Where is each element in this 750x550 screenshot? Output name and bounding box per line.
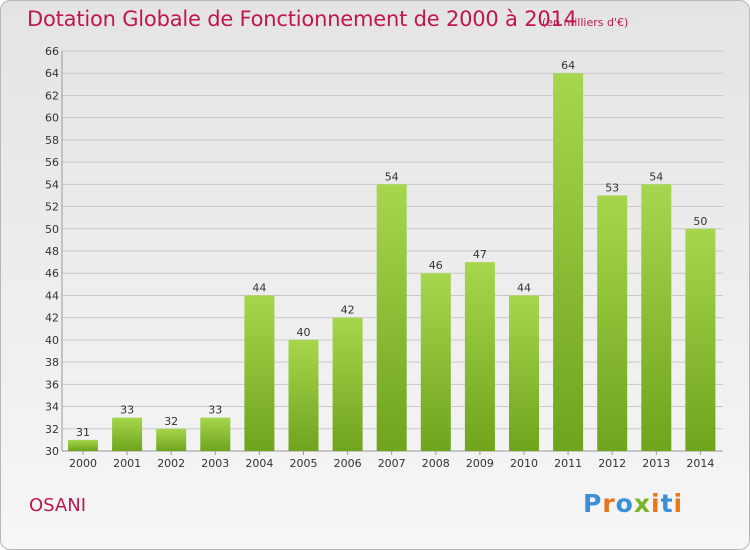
y-tick-label: 44 xyxy=(45,289,59,302)
brand-logo: Proxiti xyxy=(583,489,683,518)
data-label: 33 xyxy=(120,404,134,417)
data-label: 50 xyxy=(693,215,707,228)
bar xyxy=(685,228,716,451)
brand-letter: P xyxy=(583,489,603,518)
y-tick-label: 64 xyxy=(45,67,59,80)
data-label: 53 xyxy=(605,181,619,194)
x-tick-label: 2013 xyxy=(642,457,670,470)
y-tick-label: 30 xyxy=(45,445,59,458)
data-labels: 31 33 32 33 44 40 42 54 46 47 44 64 53 54 50 xyxy=(76,59,707,439)
chart-unit: (en milliers d'€) xyxy=(542,16,629,29)
y-tick-label: 34 xyxy=(45,401,59,414)
brand-letter: x xyxy=(633,489,651,518)
x-tick-label: 2008 xyxy=(422,457,450,470)
brand-letter: i xyxy=(673,489,684,518)
brand-letter: t xyxy=(660,489,674,518)
y-tick-label: 46 xyxy=(45,267,59,280)
data-label: 42 xyxy=(341,304,355,317)
data-label: 32 xyxy=(164,415,178,428)
x-tick-label: 2007 xyxy=(378,457,406,470)
x-tick-label: 2000 xyxy=(69,457,97,470)
x-tick-label: 2012 xyxy=(598,457,626,470)
bar xyxy=(112,417,143,451)
y-axis-ticks: 30 32 34 36 38 40 42 44 46 48 50 52 54 56 58 60 62 64 66 xyxy=(45,45,59,458)
y-tick-label: 48 xyxy=(45,245,59,258)
data-label: 64 xyxy=(561,59,575,72)
brand-letter: r xyxy=(602,489,616,518)
data-label: 44 xyxy=(252,281,266,294)
x-tick-label: 2004 xyxy=(245,457,273,470)
y-tick-label: 58 xyxy=(45,134,59,147)
data-label: 33 xyxy=(208,404,222,417)
data-label: 40 xyxy=(297,326,311,339)
x-tick-label: 2011 xyxy=(554,457,582,470)
x-tick-label: 2002 xyxy=(157,457,185,470)
y-tick-label: 62 xyxy=(45,89,59,102)
bar xyxy=(200,417,231,451)
y-tick-label: 56 xyxy=(45,156,59,169)
x-axis-ticks: 2000 2001 2002 2003 2004 2005 2006 2007 2008 2009… xyxy=(69,451,714,470)
x-tick-label: 2014 xyxy=(686,457,714,470)
data-label: 47 xyxy=(473,248,487,261)
y-tick-label: 54 xyxy=(45,178,59,191)
commune-name: OSANI xyxy=(29,495,87,516)
bar xyxy=(464,262,495,451)
bar xyxy=(244,295,275,451)
data-label: 54 xyxy=(385,170,399,183)
bar xyxy=(288,339,319,451)
brand-letter: o xyxy=(615,489,634,518)
x-tick-label: 2010 xyxy=(510,457,538,470)
bar xyxy=(597,195,628,451)
y-tick-label: 66 xyxy=(45,45,59,58)
data-label: 54 xyxy=(649,170,663,183)
chart-title: Dotation Globale de Fonctionnement de 20… xyxy=(27,7,577,31)
bar xyxy=(156,428,187,451)
bar xyxy=(332,317,363,451)
x-tick-label: 2009 xyxy=(466,457,494,470)
y-tick-label: 50 xyxy=(45,223,59,236)
y-tick-label: 40 xyxy=(45,334,59,347)
y-tick-label: 38 xyxy=(45,356,59,369)
x-tick-label: 2003 xyxy=(201,457,229,470)
bar xyxy=(641,184,672,452)
x-tick-label: 2006 xyxy=(334,457,362,470)
bar xyxy=(376,184,407,452)
bars xyxy=(68,73,716,452)
data-label: 44 xyxy=(517,281,531,294)
bar xyxy=(553,73,584,451)
data-label: 31 xyxy=(76,426,90,439)
bar xyxy=(509,295,539,451)
y-tick-label: 52 xyxy=(45,201,59,214)
bar xyxy=(420,273,451,451)
x-tick-label: 2001 xyxy=(113,457,141,470)
data-label: 46 xyxy=(429,259,443,272)
brand-letter: i xyxy=(651,489,661,518)
y-tick-label: 60 xyxy=(45,112,59,125)
bar xyxy=(68,439,98,451)
y-tick-label: 32 xyxy=(45,423,59,436)
x-tick-label: 2005 xyxy=(290,457,318,470)
y-tick-label: 36 xyxy=(45,378,59,391)
y-tick-label: 42 xyxy=(45,312,59,325)
